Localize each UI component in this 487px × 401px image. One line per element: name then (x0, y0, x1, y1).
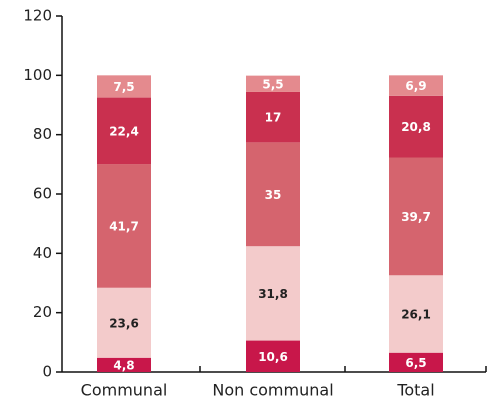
bar-segment (389, 352, 443, 372)
bar-segment (97, 75, 151, 98)
bar-segment (246, 91, 300, 143)
bar-segment (246, 340, 300, 372)
y-tick-label: 20 (33, 303, 52, 321)
bar-segment (97, 357, 151, 372)
y-tick-label: 0 (42, 363, 52, 381)
value-label: 41,7 (109, 219, 139, 233)
x-tick-label: Total (396, 381, 434, 400)
value-label: 17 (265, 111, 282, 125)
value-label: 4,8 (113, 358, 134, 372)
value-label: 31,8 (258, 287, 288, 301)
value-label: 26,1 (401, 308, 431, 322)
bar-segment (246, 75, 300, 92)
value-label: 39,7 (401, 210, 431, 224)
x-tick-label: Communal (81, 381, 168, 400)
value-label: 22,4 (109, 124, 139, 138)
bar-segment (389, 157, 443, 276)
y-tick-label: 120 (23, 7, 52, 25)
bar-segment (97, 287, 151, 358)
value-label: 7,5 (113, 80, 134, 94)
bar-segment (97, 97, 151, 165)
value-label: 10,6 (258, 350, 288, 364)
bar-segment (97, 164, 151, 288)
y-tick-label: 100 (23, 66, 52, 84)
y-tick-label: 60 (33, 185, 52, 203)
y-tick-label: 80 (33, 125, 52, 143)
bar-segment (246, 142, 300, 247)
value-label: 6,5 (405, 356, 426, 370)
value-label: 23,6 (109, 316, 139, 330)
x-tick-label: Non communal (212, 381, 333, 400)
bar-segment (389, 75, 443, 96)
y-tick-label: 40 (33, 244, 52, 262)
value-label: 6,9 (405, 79, 426, 93)
value-label: 35 (265, 188, 282, 202)
value-label: 5,5 (262, 77, 283, 91)
bar-segment (246, 246, 300, 341)
bar-segment (389, 95, 443, 158)
bar-segment (389, 275, 443, 353)
value-label: 20,8 (401, 120, 431, 134)
